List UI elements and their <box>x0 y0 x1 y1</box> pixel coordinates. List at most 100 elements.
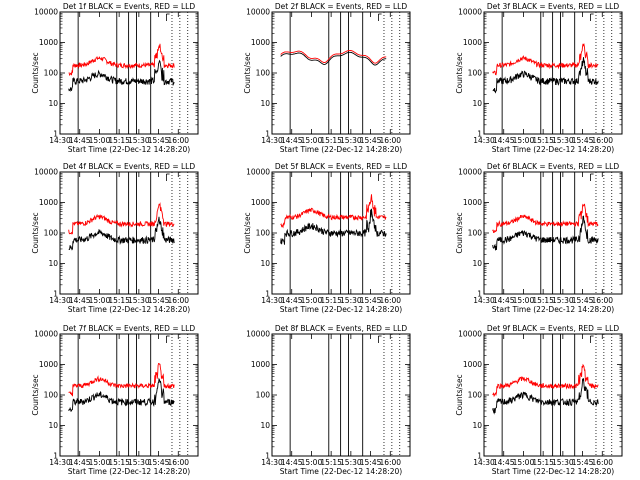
panel-title: Det 3f BLACK = Events, RED = LLD <box>487 2 620 11</box>
y-tick-label: 100 <box>468 229 483 238</box>
x-tick-label: 15:15 <box>532 136 554 145</box>
y-axis-label: Counts/sec <box>243 212 252 253</box>
events-series-line <box>280 51 387 66</box>
y-tick-label: 1000 <box>39 38 58 47</box>
x-tick-label: 15:30 <box>340 296 362 305</box>
x-tick-label: 15:45 <box>148 136 170 145</box>
lld-series-line <box>68 202 175 235</box>
lld-series-line <box>492 203 599 233</box>
lld-series-line <box>68 43 175 76</box>
y-tick-label: 100 <box>44 229 59 238</box>
x-tick-label: 15:30 <box>340 458 362 467</box>
y-tick-label: 100 <box>44 391 59 400</box>
events-series-line <box>68 59 175 92</box>
x-tick-label: 14:45 <box>281 458 303 467</box>
x-tick-label: 14:45 <box>69 296 91 305</box>
x-tick-label: 14:45 <box>69 458 91 467</box>
x-tick-label: 14:45 <box>493 296 515 305</box>
x-tick-label: 15:30 <box>552 296 574 305</box>
x-tick-label: 14:45 <box>69 136 91 145</box>
x-tick-label: 15:00 <box>89 296 111 305</box>
x-tick-label: 14:45 <box>281 296 303 305</box>
panel-title: Det 6f BLACK = Events, RED = LLD <box>487 162 620 171</box>
x-tick-label: 15:45 <box>360 136 382 145</box>
x-tick-label: 15:45 <box>360 296 382 305</box>
panel-title: Det 1f BLACK = Events, RED = LLD <box>63 2 196 11</box>
x-tick-label: 15:15 <box>320 458 342 467</box>
y-axis-label: Counts/sec <box>455 212 464 253</box>
events-series-line <box>280 208 387 245</box>
y-tick-label: 10 <box>260 99 270 108</box>
x-tick-label: 14:45 <box>493 136 515 145</box>
x-tick-label: 15:00 <box>513 458 535 467</box>
x-tick-label: 16:00 <box>379 458 401 467</box>
y-tick-label: 1 <box>477 452 482 461</box>
lld-series-line <box>492 43 599 76</box>
x-tick-label: 15:45 <box>148 458 170 467</box>
y-tick-label: 1 <box>477 290 482 299</box>
x-axis-label: Start Time (22-Dec-12 14:28:20) <box>68 145 190 154</box>
x-tick-label: 15:45 <box>572 458 594 467</box>
x-tick-label: 15:45 <box>572 136 594 145</box>
y-tick-label: 10000 <box>34 8 58 17</box>
x-axis-label: Start Time (22-Dec-12 14:28:20) <box>280 467 402 476</box>
x-axis-label: Start Time (22-Dec-12 14:28:20) <box>68 305 190 314</box>
lld-series-line <box>280 49 387 64</box>
x-tick-label: 15:00 <box>301 296 323 305</box>
y-tick-label: 1 <box>53 290 58 299</box>
y-tick-label: 1000 <box>251 198 270 207</box>
y-tick-label: 1000 <box>463 38 482 47</box>
y-tick-label: 100 <box>468 391 483 400</box>
y-tick-label: 10000 <box>458 168 482 177</box>
panel-title: Det 8f BLACK = Events, RED = LLD <box>275 324 408 333</box>
lld-series-line <box>492 363 599 398</box>
panel-8: Det 8f BLACK = Events, RED = LLD 1 10 100 10… <box>246 324 411 476</box>
x-tick-label: 15:00 <box>301 458 323 467</box>
panel-title: Det 7f BLACK = Events, RED = LLD <box>63 324 196 333</box>
y-axis-label: Counts/sec <box>243 52 252 93</box>
y-tick-label: 1000 <box>251 38 270 47</box>
y-axis-label: Counts/sec <box>455 374 464 415</box>
x-tick-label: 15:00 <box>513 136 535 145</box>
y-tick-label: 10 <box>472 259 482 268</box>
x-tick-label: 15:30 <box>128 136 150 145</box>
x-axis-label: Start Time (22-Dec-12 14:28:20) <box>492 305 614 314</box>
x-tick-label: 15:15 <box>108 296 130 305</box>
x-tick-label: 15:15 <box>108 136 130 145</box>
x-tick-label: 15:15 <box>532 458 554 467</box>
x-axis-label: Start Time (22-Dec-12 14:28:20) <box>280 145 402 154</box>
y-tick-label: 1000 <box>463 360 482 369</box>
x-tick-label: 14:45 <box>281 136 303 145</box>
x-tick-label: 16:00 <box>167 458 189 467</box>
y-axis-label: Counts/sec <box>31 52 40 93</box>
x-tick-label: 16:00 <box>167 136 189 145</box>
x-tick-label: 15:15 <box>320 296 342 305</box>
x-tick-label: 14:30 <box>49 296 71 305</box>
y-axis-label: Counts/sec <box>31 212 40 253</box>
y-tick-label: 1 <box>265 290 270 299</box>
y-tick-label: 10 <box>472 421 482 430</box>
x-tick-label: 15:00 <box>89 136 111 145</box>
y-tick-label: 10000 <box>458 8 482 17</box>
events-series-line <box>492 215 599 251</box>
y-tick-label: 100 <box>256 229 271 238</box>
y-tick-label: 1 <box>53 130 58 139</box>
y-tick-label: 1000 <box>463 198 482 207</box>
x-tick-label: 15:45 <box>572 296 594 305</box>
x-tick-label: 16:00 <box>591 296 613 305</box>
events-series-line <box>492 57 599 94</box>
y-tick-label: 10000 <box>246 168 270 177</box>
y-tick-label: 10 <box>260 259 270 268</box>
y-tick-label: 10 <box>260 421 270 430</box>
y-axis-label: Counts/sec <box>31 374 40 415</box>
x-tick-label: 15:30 <box>128 296 150 305</box>
y-tick-label: 10000 <box>458 330 482 339</box>
x-tick-label: 15:15 <box>532 296 554 305</box>
y-tick-label: 1000 <box>251 360 270 369</box>
y-tick-label: 10 <box>48 259 58 268</box>
panel-9: Det 9f BLACK = Events, RED = LLD 1 10 100 10… <box>455 324 623 476</box>
x-tick-label: 16:00 <box>379 136 401 145</box>
x-axis-label: Start Time (22-Dec-12 14:28:20) <box>492 467 614 476</box>
y-tick-label: 1000 <box>39 360 58 369</box>
